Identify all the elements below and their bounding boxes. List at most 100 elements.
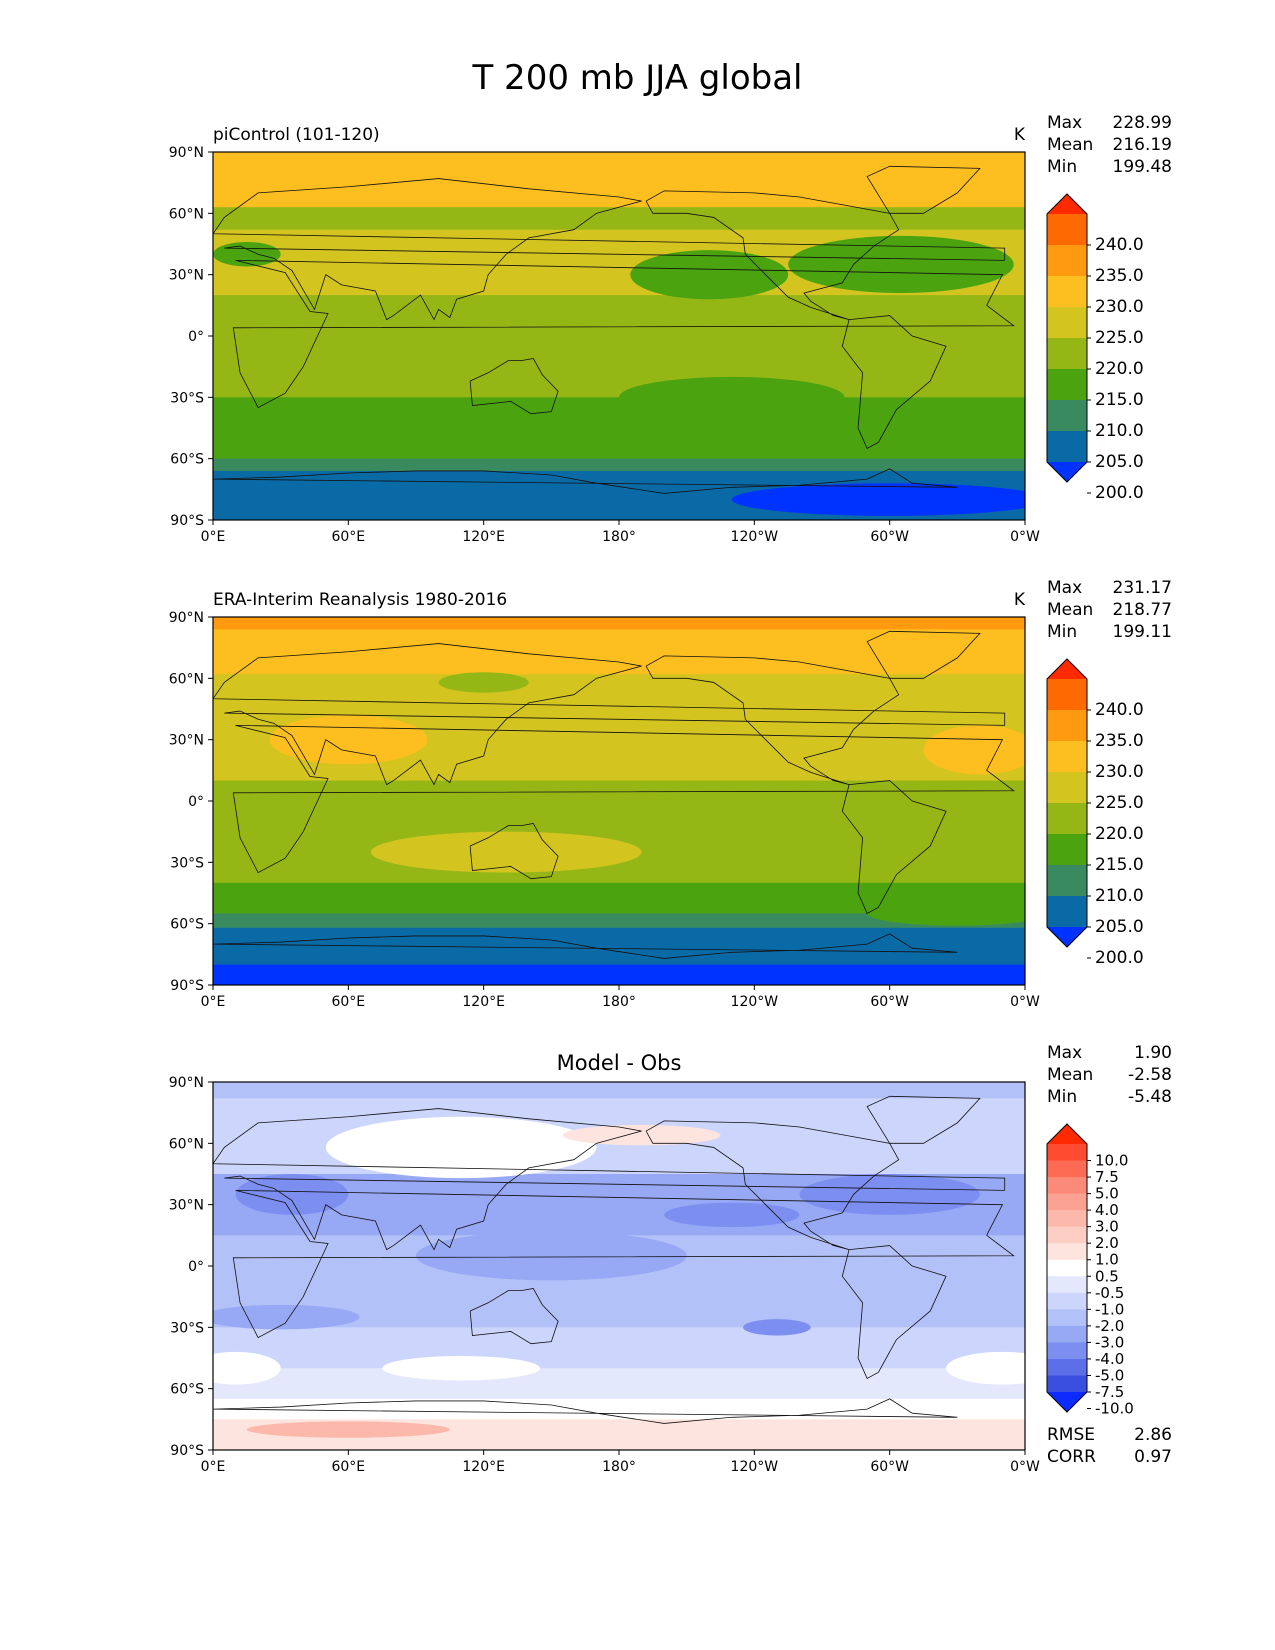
coastline (232, 1189, 1015, 1339)
y-tick-label: 90°N (169, 610, 204, 626)
colorbar-level-label: 7.5 (1095, 1168, 1119, 1186)
panel-title-left: ERA-Interim Reanalysis 1980-2016 (213, 590, 507, 610)
coastline (645, 1120, 900, 1251)
x-tick-label: 0°W (1010, 529, 1040, 545)
colorbar-level-label: 215.0 (1095, 855, 1144, 875)
colorbar-segment (1047, 1325, 1087, 1343)
contour-blob (246, 1421, 450, 1438)
colorbar-extend-min (1047, 1392, 1087, 1412)
colorbar-level-label: -7.5 (1095, 1383, 1124, 1401)
colorbar-level-label: 3.0 (1095, 1218, 1119, 1236)
colorbar-segment (1047, 1226, 1087, 1244)
x-tick-label: 120°W (731, 1459, 779, 1475)
colorbar-segment (1047, 803, 1087, 835)
stat-label: Max (1047, 1043, 1082, 1063)
contour-band (213, 1082, 1025, 1099)
x-tick-label: 180° (602, 1459, 636, 1475)
colorbar-level-label: 0.5 (1095, 1267, 1119, 1285)
bottom-stat-value: 2.86 (1134, 1425, 1172, 1445)
colorbar-level-label: 215.0 (1095, 390, 1144, 410)
colorbar-level-label: 235.0 (1095, 266, 1144, 286)
stat-label: Mean (1047, 135, 1093, 155)
contour-blob (743, 1319, 811, 1336)
coastline (645, 190, 900, 321)
y-tick-label: 60°N (169, 671, 204, 687)
x-tick-label: 0°E (201, 1459, 226, 1475)
contour-blob (269, 715, 428, 765)
contour-blob (923, 725, 1025, 775)
colorbar-segment (1047, 307, 1087, 339)
colorbar-level-label: 225.0 (1095, 328, 1144, 348)
x-tick-label: 120°E (462, 1459, 505, 1475)
colorbar-level-label: -2.0 (1095, 1317, 1124, 1335)
stat-value: 228.99 (1113, 113, 1172, 133)
colorbar-segment (1047, 1259, 1087, 1277)
y-tick-label: 30°S (170, 1320, 204, 1336)
coastline (866, 630, 981, 679)
colorbar-level-label: 2.0 (1095, 1234, 1119, 1252)
stat-label: Min (1047, 1087, 1077, 1107)
stat-label: Max (1047, 578, 1082, 598)
panel-title-left: piControl (101-120) (213, 125, 380, 145)
contour-blob (731, 483, 1025, 516)
colorbar-segment (1047, 834, 1087, 866)
colorbar-level-label: -5.0 (1095, 1366, 1124, 1384)
colorbar-segment (1047, 1342, 1087, 1360)
x-tick-label: 180° (602, 994, 636, 1010)
contour-field (213, 152, 1025, 520)
contour-field (213, 1082, 1025, 1450)
x-tick-label: 0°E (201, 529, 226, 545)
colorbar-segment (1047, 679, 1087, 711)
y-tick-label: 30°N (169, 1198, 204, 1214)
colorbar-level-label: 200.0 (1095, 948, 1144, 968)
colorbar-level-label: 5.0 (1095, 1185, 1119, 1203)
bottom-stat-label: RMSE (1047, 1425, 1095, 1445)
coastline (469, 1288, 559, 1345)
x-tick-label: 120°E (462, 529, 505, 545)
colorbar-level-label: -10.0 (1095, 1400, 1134, 1418)
map-panel-0: 0°E 60°E 120°E 180° 120°W 60°W 0°W 90°N 60°N 30°N… (169, 113, 1172, 545)
contour-blob (867, 901, 1025, 926)
colorbar-level-label: 205.0 (1095, 452, 1144, 472)
contour-blob (325, 1116, 597, 1179)
contour-field (213, 617, 1025, 985)
x-tick-label: 0°W (1010, 1459, 1040, 1475)
colorbar-segment (1047, 431, 1087, 463)
coastline (469, 358, 559, 415)
y-tick-label: 90°S (170, 1443, 204, 1459)
contour-blob (382, 1355, 541, 1381)
y-tick-label: 60°S (170, 452, 204, 468)
coastline (213, 178, 1006, 321)
y-tick-label: 0° (188, 794, 204, 810)
coastline (866, 165, 981, 214)
colorbar-segment (1047, 1375, 1087, 1393)
contour-band (213, 458, 1025, 472)
colorbar-segment (1047, 1210, 1087, 1228)
coastline (213, 1398, 958, 1424)
stat-value: 199.11 (1113, 622, 1172, 642)
contour-blob (799, 1174, 980, 1215)
stat-label: Max (1047, 113, 1082, 133)
contour-blob (562, 1124, 721, 1146)
y-tick-label: 30°N (169, 733, 204, 749)
contour-band (213, 927, 1025, 966)
stat-value: 1.90 (1134, 1043, 1172, 1063)
contour-blob (946, 1351, 1025, 1385)
y-tick-label: 90°N (169, 1075, 204, 1091)
colorbar-level-label: 240.0 (1095, 235, 1144, 255)
colorbar-segment (1047, 1193, 1087, 1211)
colorbar-level-label: 220.0 (1095, 824, 1144, 844)
stat-label: Min (1047, 622, 1077, 642)
colorbar-level-label: 230.0 (1095, 297, 1144, 317)
colorbar-level-label: 225.0 (1095, 793, 1144, 813)
panel-units: K (1014, 590, 1026, 610)
colorbar-level-label: -0.5 (1095, 1284, 1124, 1302)
contour-band (213, 1327, 1025, 1369)
y-tick-label: 90°N (169, 145, 204, 161)
figure-title: T 200 mb JJA global (472, 58, 803, 98)
panel-title-center: Model - Obs (557, 1051, 682, 1075)
contour-blob (619, 376, 845, 418)
colorbar: 10.07.55.04.03.02.01.00.5-0.5-1.0-2.0-3.… (1046, 1123, 1134, 1418)
contour-blob (416, 1231, 687, 1281)
